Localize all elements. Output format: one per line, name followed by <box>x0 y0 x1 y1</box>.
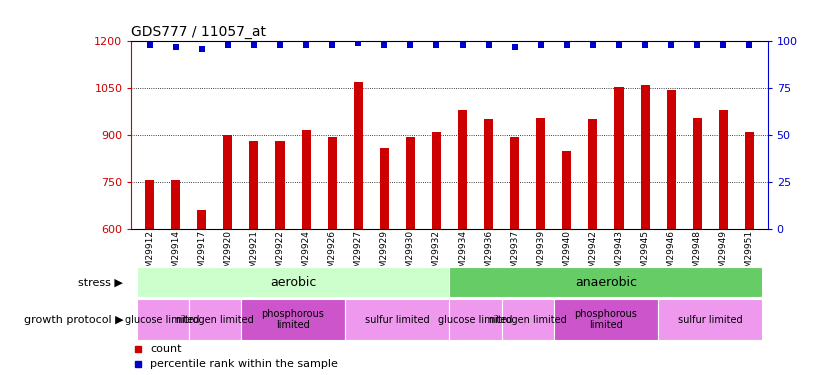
Point <box>300 42 313 48</box>
Bar <box>693 118 702 229</box>
Bar <box>189 299 241 340</box>
Bar <box>301 130 310 229</box>
Point <box>586 42 599 48</box>
Text: glucose limited: glucose limited <box>126 315 200 325</box>
Bar <box>241 299 345 340</box>
Point <box>378 42 391 48</box>
Bar <box>745 132 754 229</box>
Text: anaerobic: anaerobic <box>575 276 637 289</box>
Point <box>664 42 677 48</box>
Bar <box>554 299 658 340</box>
Bar <box>354 82 363 229</box>
Bar <box>250 141 259 229</box>
Text: stress ▶: stress ▶ <box>78 277 123 287</box>
Text: percentile rank within the sample: percentile rank within the sample <box>150 359 338 369</box>
Point <box>743 42 756 48</box>
Text: GDS777 / 11057_at: GDS777 / 11057_at <box>131 25 266 39</box>
Bar <box>136 267 450 297</box>
Text: nitrogen limited: nitrogen limited <box>176 315 254 325</box>
Text: sulfur limited: sulfur limited <box>678 315 742 325</box>
Text: aerobic: aerobic <box>270 276 316 289</box>
Point <box>508 44 521 50</box>
Point <box>456 42 469 48</box>
Point <box>326 42 339 48</box>
Bar <box>275 141 285 229</box>
Text: sulfur limited: sulfur limited <box>365 315 429 325</box>
Text: growth protocol ▶: growth protocol ▶ <box>24 315 123 325</box>
Bar <box>450 299 502 340</box>
Point <box>404 42 417 48</box>
Bar <box>432 132 441 229</box>
Bar <box>510 136 519 229</box>
Text: phosphorous
limited: phosphorous limited <box>262 309 324 330</box>
Text: nitrogen limited: nitrogen limited <box>488 315 566 325</box>
Bar <box>640 85 649 229</box>
Point <box>639 42 652 48</box>
Point <box>690 42 704 48</box>
Bar <box>536 118 545 229</box>
Bar <box>197 210 206 229</box>
Bar <box>484 119 493 229</box>
Text: phosphorous
limited: phosphorous limited <box>575 309 637 330</box>
Bar <box>406 136 415 229</box>
Bar <box>614 87 624 229</box>
Point <box>273 42 287 48</box>
Bar <box>223 135 232 229</box>
Point <box>222 42 235 48</box>
Point <box>195 46 209 52</box>
Point <box>534 42 548 48</box>
Point <box>430 42 443 48</box>
Bar <box>450 267 763 297</box>
Bar <box>458 110 467 229</box>
Text: count: count <box>150 344 182 354</box>
Point <box>169 44 182 50</box>
Bar <box>136 299 189 340</box>
Bar <box>589 119 598 229</box>
Text: glucose limited: glucose limited <box>438 315 513 325</box>
Bar <box>328 136 337 229</box>
Bar <box>658 299 763 340</box>
Bar <box>380 147 389 229</box>
Point <box>482 42 495 48</box>
Point <box>247 42 260 48</box>
Point <box>351 40 365 46</box>
Point <box>143 42 156 48</box>
Point <box>560 42 573 48</box>
Point <box>612 42 626 48</box>
Bar <box>145 180 154 229</box>
Bar <box>171 180 181 229</box>
Bar <box>502 299 554 340</box>
Point <box>717 42 730 48</box>
Bar <box>718 110 728 229</box>
Bar <box>562 151 571 229</box>
Bar <box>667 90 676 229</box>
Bar <box>345 299 450 340</box>
